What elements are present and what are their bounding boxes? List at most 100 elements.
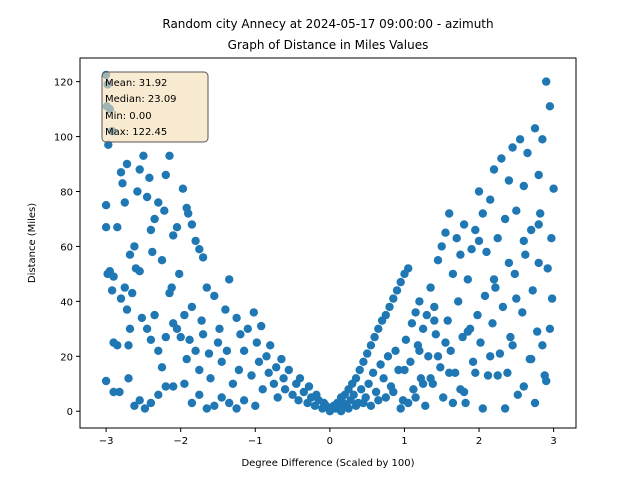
data-point: [366, 341, 376, 350]
data-point: [130, 401, 139, 410]
data-point: [113, 341, 122, 350]
data-point: [116, 168, 126, 177]
data-point: [195, 390, 204, 399]
data-point: [135, 165, 144, 174]
data-point: [118, 179, 127, 188]
data-point: [381, 310, 390, 320]
data-point: [547, 234, 556, 243]
x-ticks: −3 −2 −1 0 1 2 3: [99, 428, 557, 447]
data-point: [288, 390, 297, 399]
data-point: [295, 374, 305, 383]
data-point: [279, 374, 288, 383]
data-point: [486, 352, 495, 361]
chart-title: Random city Annecy at 2024-05-17 09:00:0…: [162, 17, 493, 31]
data-point: [273, 393, 282, 402]
data-point: [146, 398, 156, 408]
data-point: [357, 385, 366, 394]
data-point: [418, 324, 428, 333]
data-point: [473, 310, 482, 320]
data-point: [251, 401, 260, 410]
data-point: [406, 357, 415, 366]
data-point: [304, 382, 314, 391]
data-point: [439, 393, 448, 402]
stats-median: Median: 23.09: [105, 94, 177, 105]
y-tick-label: 0: [67, 407, 73, 418]
data-point: [500, 214, 510, 224]
data-point: [243, 324, 252, 333]
data-point: [497, 154, 506, 163]
x-tick-label: −1: [248, 436, 263, 447]
data-point: [142, 192, 152, 202]
data-point: [272, 363, 281, 372]
data-point: [359, 357, 368, 366]
data-point: [391, 346, 400, 355]
data-point: [545, 102, 555, 111]
data-point: [366, 401, 376, 410]
data-point: [491, 283, 500, 292]
data-point: [120, 198, 129, 207]
data-point: [225, 275, 234, 284]
data-point: [538, 135, 547, 144]
data-point: [125, 324, 135, 333]
data-point: [195, 245, 204, 254]
data-point: [422, 310, 431, 320]
data-point: [534, 220, 543, 229]
data-point: [222, 346, 232, 355]
data-point: [154, 198, 163, 207]
data-point: [161, 382, 170, 391]
data-point: [533, 327, 542, 336]
data-point: [446, 346, 455, 355]
data-point: [154, 390, 163, 399]
data-point: [202, 283, 211, 292]
data-point: [489, 275, 499, 284]
data-point: [228, 379, 238, 388]
data-point: [176, 332, 185, 342]
data-point: [523, 148, 532, 158]
points-layer: [101, 70, 558, 416]
y-ticks: 0 20 40 60 80 100 120: [54, 78, 80, 418]
data-point: [512, 206, 521, 215]
data-point: [443, 316, 452, 325]
data-point: [109, 387, 118, 397]
data-point: [542, 77, 551, 86]
data-point: [549, 184, 558, 193]
stats-box: Mean: 31.92 Median: 23.09 Min: 0.00 Max:…: [101, 71, 209, 143]
data-point: [150, 310, 159, 320]
data-point: [488, 319, 497, 328]
data-point: [252, 338, 261, 347]
data-point: [122, 305, 132, 314]
data-point: [519, 181, 528, 191]
data-point: [482, 247, 491, 257]
data-point: [530, 124, 540, 133]
data-point: [478, 404, 487, 413]
data-point: [182, 354, 191, 364]
data-point: [459, 220, 469, 229]
data-point: [530, 398, 540, 408]
data-point: [221, 305, 230, 314]
data-point: [468, 357, 478, 366]
data-point: [527, 354, 536, 364]
data-point: [195, 365, 204, 375]
data-point: [436, 363, 445, 372]
data-point: [154, 346, 163, 355]
data-point: [232, 404, 241, 413]
data-point: [150, 214, 159, 224]
data-point: [415, 297, 424, 306]
data-point: [247, 371, 256, 380]
y-tick-label: 40: [60, 297, 73, 308]
data-point: [409, 385, 418, 394]
data-point: [543, 264, 552, 273]
data-point: [374, 396, 383, 405]
data-point: [101, 376, 111, 386]
data-point: [225, 398, 234, 408]
data-point: [426, 374, 435, 383]
data-point: [527, 225, 536, 235]
data-point: [115, 387, 124, 397]
data-point: [157, 363, 167, 372]
data-point: [503, 368, 512, 377]
data-point: [277, 354, 286, 364]
y-tick-label: 20: [60, 352, 73, 363]
data-point: [191, 346, 200, 355]
data-point: [513, 390, 522, 399]
